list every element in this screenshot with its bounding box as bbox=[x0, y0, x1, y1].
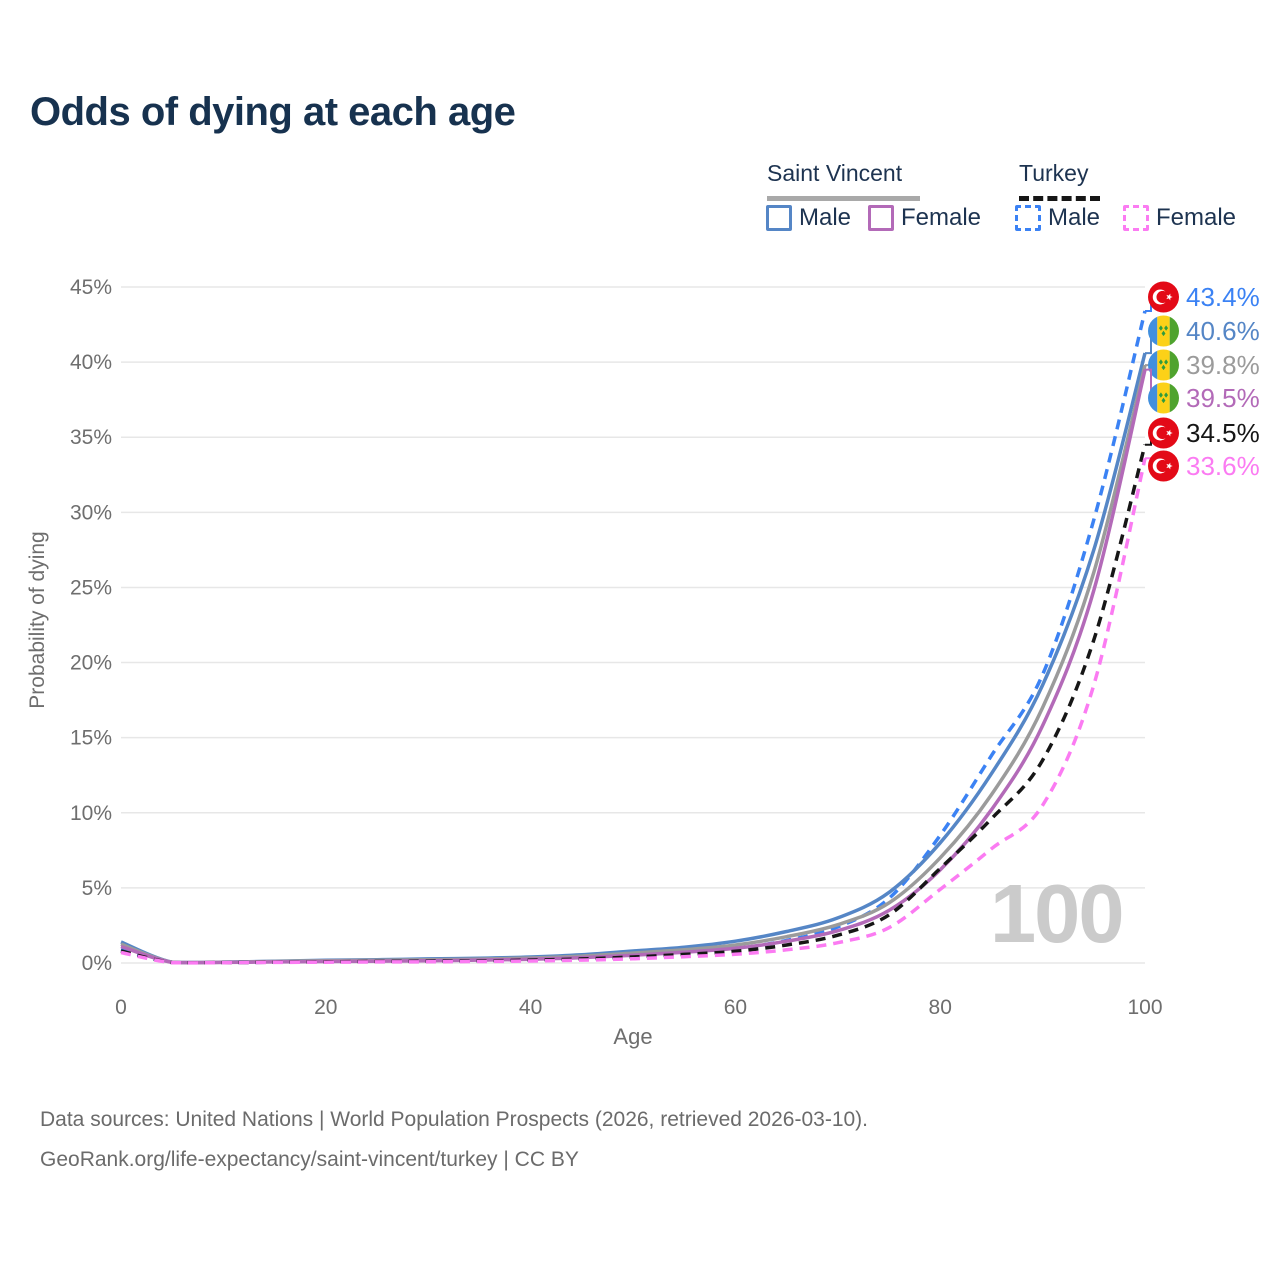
y-tick-label: 45% bbox=[70, 276, 112, 299]
end-label-value: 33.6% bbox=[1186, 451, 1260, 481]
page-title: Odds of dying at each age bbox=[30, 90, 516, 134]
legend-item-label: Female bbox=[901, 204, 982, 231]
y-tick-label: 15% bbox=[70, 727, 112, 750]
y-tick-label: 30% bbox=[70, 501, 112, 524]
legend-item-label: Male bbox=[1048, 204, 1101, 231]
x-tick-label: 100 bbox=[1127, 996, 1162, 1019]
x-tick-label: 60 bbox=[724, 996, 747, 1019]
end-label-value: 39.8% bbox=[1186, 350, 1260, 380]
turkey-flag-icon bbox=[1148, 281, 1179, 313]
legend-item-turkey-female[interactable]: Female bbox=[1123, 204, 1236, 232]
series-line-turkey-both-sexes bbox=[120, 444, 1147, 965]
series-line-turkey-female bbox=[120, 457, 1147, 965]
end-label-value: 43.4% bbox=[1186, 282, 1260, 312]
y-tick-label: 5% bbox=[82, 877, 112, 900]
legend-item-label: Male bbox=[799, 204, 852, 231]
y-axis-title: Probability of dying bbox=[26, 531, 49, 709]
legend-turkey-line-sample bbox=[1019, 196, 1100, 201]
y-tick-label: 35% bbox=[70, 426, 112, 449]
x-tick-label: 80 bbox=[929, 996, 952, 1019]
saint-vincent-flag-icon bbox=[1148, 349, 1179, 381]
legend-group-saint-vincent[interactable]: Saint Vincent bbox=[767, 160, 903, 186]
end-label-value: 34.5% bbox=[1186, 418, 1260, 448]
x-tick-label: 20 bbox=[314, 996, 337, 1019]
legend-item-turkey-male[interactable]: Male bbox=[1015, 204, 1100, 232]
x-tick-label: 40 bbox=[519, 996, 542, 1019]
age-watermark: 100 bbox=[990, 867, 1124, 960]
end-label-value: 40.6% bbox=[1186, 316, 1260, 346]
sv-female-swatch-icon bbox=[868, 205, 894, 231]
saint-vincent-flag-icon bbox=[1148, 382, 1179, 414]
data-sources-text: Data sources: United Nations | World Pop… bbox=[40, 1108, 869, 1131]
saint-vincent-flag-icon bbox=[1148, 315, 1179, 347]
turkey-flag-icon bbox=[1148, 417, 1179, 449]
sv-male-swatch-icon bbox=[766, 205, 792, 231]
legend-item-sv-male[interactable]: Male bbox=[766, 204, 851, 232]
legend-item-label: Female bbox=[1156, 204, 1237, 231]
turkey-flag-icon bbox=[1148, 450, 1179, 482]
y-tick-label: 0% bbox=[82, 952, 112, 975]
y-tick-label: 20% bbox=[70, 652, 112, 675]
turkey-male-swatch-icon bbox=[1015, 205, 1041, 231]
legend-item-sv-female[interactable]: Female bbox=[868, 204, 981, 232]
turkey-female-swatch-icon bbox=[1123, 205, 1149, 231]
x-axis-title: Age bbox=[613, 1024, 653, 1049]
series-line-turkey-male bbox=[120, 310, 1147, 965]
attribution-text: GeoRank.org/life-expectancy/saint-vincen… bbox=[40, 1148, 579, 1171]
y-tick-label: 25% bbox=[70, 576, 112, 599]
x-tick-label: 0 bbox=[115, 996, 127, 1019]
end-label-value: 39.5% bbox=[1186, 383, 1260, 413]
y-tick-label: 40% bbox=[70, 351, 112, 374]
legend-group-turkey[interactable]: Turkey bbox=[1019, 160, 1089, 186]
legend-saint-vincent-line-sample bbox=[767, 196, 920, 201]
y-tick-label: 10% bbox=[70, 802, 112, 825]
